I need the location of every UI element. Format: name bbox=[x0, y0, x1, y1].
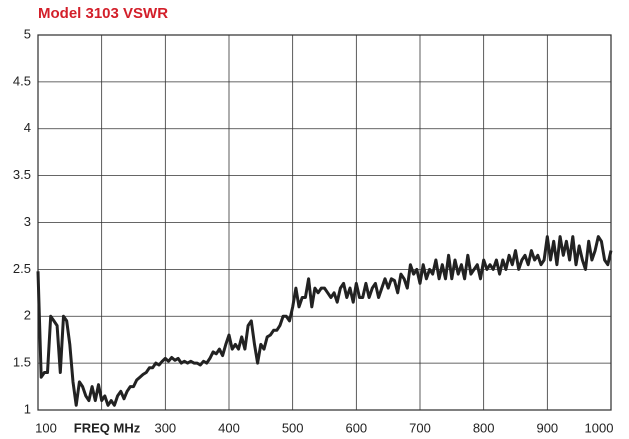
x-tick-label: 500 bbox=[282, 420, 304, 435]
x-tick-label: 300 bbox=[154, 420, 176, 435]
chart-title: Model 3103 VSWR bbox=[38, 5, 168, 22]
x-tick-label: 400 bbox=[218, 420, 240, 435]
x-tick-label: 600 bbox=[345, 420, 367, 435]
y-tick-label: 5 bbox=[24, 26, 31, 41]
x-axis-label: FREQ MHz bbox=[74, 420, 141, 435]
x-tick-label: 1000 bbox=[585, 420, 614, 435]
y-tick-label: 2.5 bbox=[13, 261, 31, 276]
y-tick-label: 1 bbox=[24, 401, 31, 416]
y-tick-label: 3 bbox=[24, 214, 31, 229]
y-tick-label: 4 bbox=[24, 120, 31, 135]
x-tick-label: 800 bbox=[473, 420, 495, 435]
y-tick-label: 4.5 bbox=[13, 73, 31, 88]
x-tick-label: 100 bbox=[35, 420, 57, 435]
y-tick-label: 2 bbox=[24, 308, 31, 323]
y-tick-label: 3.5 bbox=[13, 167, 31, 182]
y-tick-label: 1.5 bbox=[13, 355, 31, 370]
data-line bbox=[36, 235, 613, 407]
x-tick-label: 700 bbox=[409, 420, 431, 435]
x-tick-label: 900 bbox=[536, 420, 558, 435]
